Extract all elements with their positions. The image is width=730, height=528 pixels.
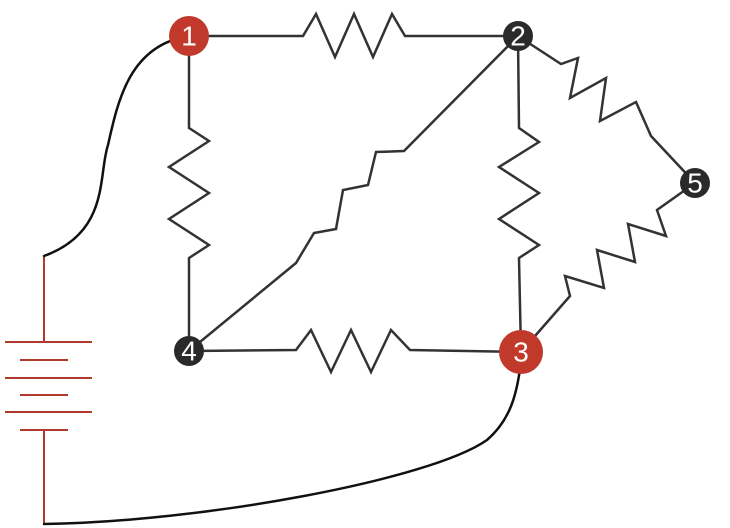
node-3: 3 <box>499 330 543 374</box>
node-2: 2 <box>503 21 533 52</box>
battery <box>5 256 92 524</box>
resistor-1-2 <box>187 10 520 61</box>
resistor-2-3 <box>496 34 542 354</box>
resistor-5-3 <box>519 181 697 354</box>
resistor-4-2 <box>187 34 520 353</box>
node-2-label: 2 <box>510 21 526 52</box>
node-3-label: 3 <box>513 337 529 368</box>
wire-battery-to-node-1 <box>42 34 191 258</box>
resistor-2-5 <box>516 34 697 185</box>
node-5-label: 5 <box>687 168 703 199</box>
node-4: 4 <box>174 336 204 367</box>
resistor-4-3 <box>187 327 523 375</box>
wire-battery-to-node-3 <box>42 350 524 526</box>
node-1: 1 <box>169 16 209 56</box>
node-1-label: 1 <box>181 21 197 52</box>
node-5: 5 <box>680 168 710 199</box>
node-4-label: 4 <box>181 336 197 367</box>
resistor-1-4 <box>166 34 212 353</box>
